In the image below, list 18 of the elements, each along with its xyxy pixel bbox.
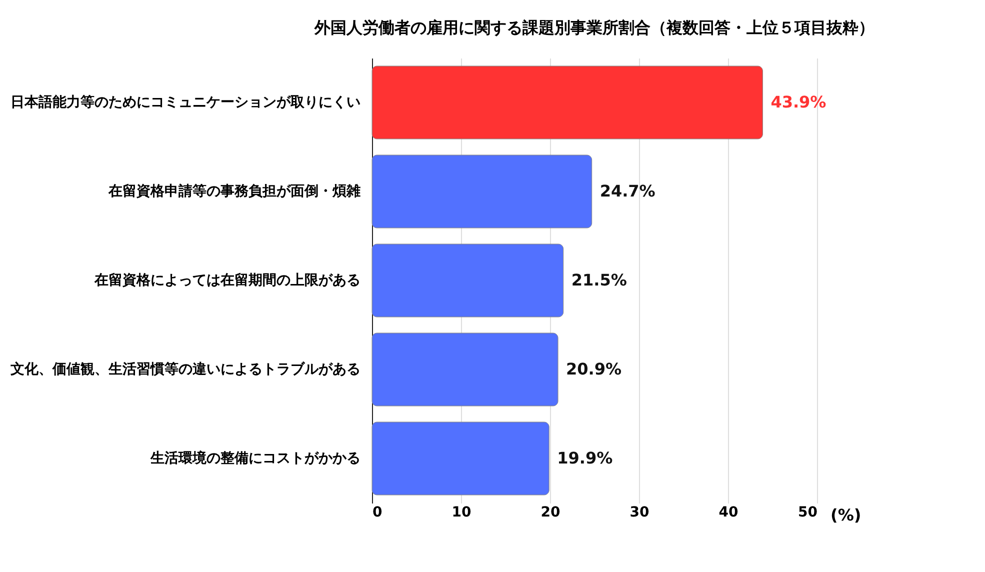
y-tick-label: 日本語能力等のためにコミュニケーションが取りにくい (10, 94, 360, 110)
y-tick-label: 在留資格申請等の事務負担が面倒・煩雑 (108, 182, 360, 200)
data-label: 24.7% (600, 182, 656, 200)
x-tick-label: 20 (540, 504, 560, 520)
data-label: 19.9% (557, 448, 613, 468)
data-label: 43.9% (770, 92, 826, 112)
y-tick-label: 生活環境の整備にコストがかかる (150, 450, 360, 466)
data-label: 21.5% (571, 270, 627, 290)
x-tick-label: 40 (718, 504, 738, 520)
y-tick-label: 文化、価値観、生活習慣等の違いによるトラブルがある (10, 360, 360, 378)
x-axis-title: (%) (830, 506, 862, 524)
x-tick-label: 10 (452, 504, 472, 520)
y-tick-label: 在留資格によっては在留期間の上限がある (94, 272, 360, 288)
chart-title: 外国人労働者の雇用に関する課題別事業所割合（複数回答・上位５項目抜粋） (314, 18, 874, 37)
x-tick-label: 30 (630, 504, 650, 520)
x-tick-label: 50 (798, 504, 818, 520)
x-tick-label: 0 (372, 504, 382, 520)
data-label: 20.9% (566, 360, 622, 378)
